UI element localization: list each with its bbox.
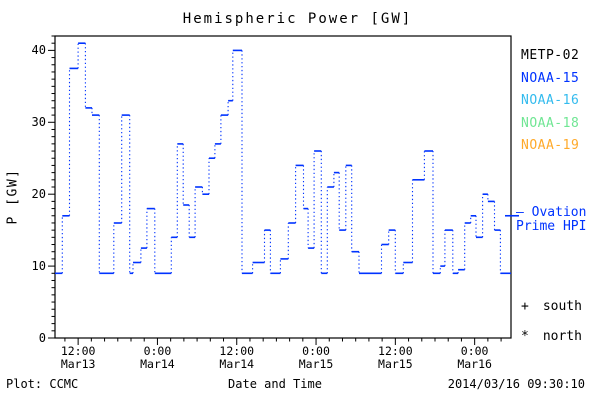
page-title: Hemispheric Power [GW]	[182, 11, 413, 27]
x-tick-date: Mar15	[378, 356, 413, 371]
plus-marker-icon: +	[521, 299, 529, 314]
y-tick-label: 0	[38, 331, 46, 345]
x-axis-label: Date and Time	[228, 377, 322, 391]
x-tick-time: 12:00	[378, 344, 413, 358]
legend-item-metp02: METP-02	[521, 48, 580, 63]
x-tick-time: 0:00	[302, 344, 330, 358]
marker-label: south	[542, 299, 582, 314]
y-tick-label: 20	[31, 187, 46, 202]
x-tick-label: 12:00 Mar13	[43, 345, 113, 370]
x-tick-time: 0:00	[460, 344, 489, 358]
x-tick-label: 12:00 Mar14	[202, 345, 272, 370]
x-tick-date: Mar14	[219, 356, 255, 371]
x-tick-label: 0:00 Mar15	[281, 345, 351, 370]
legend-item-noaa15: NOAA-15	[521, 71, 580, 86]
x-tick-date: Mar14	[140, 356, 175, 371]
x-tick-date: Mar13	[60, 356, 96, 371]
x-tick-label: 0:00 Mar14	[122, 345, 192, 370]
x-tick-time: 0:00	[143, 344, 172, 358]
asterisk-marker-icon: *	[521, 329, 529, 344]
x-tick-label: 12:00 Mar15	[360, 345, 430, 370]
legend-marker-north: * north	[521, 329, 582, 344]
plot-source-label: Plot: CCMC	[6, 377, 79, 391]
legend-item-noaa18: NOAA-18	[521, 116, 580, 131]
x-tick-date: Mar15	[298, 356, 334, 371]
y-tick-label: 40	[31, 43, 46, 58]
legend-ovation-prime-hpi: – Ovation Prime HPI	[516, 206, 586, 233]
x-tick-time: 12:00	[219, 344, 255, 358]
marker-label: north	[542, 329, 582, 344]
legend-item-noaa16: NOAA-16	[521, 93, 580, 108]
x-tick-label: 0:00 Mar16	[440, 345, 510, 370]
plot-timestamp: 2014/03/16 09:30:10	[447, 377, 585, 391]
legend-item-noaa19: NOAA-19	[521, 138, 580, 153]
ovation-line2: Prime HPI	[516, 218, 587, 234]
y-tick-label: 10	[31, 259, 46, 274]
ovation-line1: – Ovation	[516, 205, 587, 220]
x-tick-time: 12:00	[60, 344, 96, 358]
x-tick-date: Mar16	[457, 356, 492, 371]
y-tick-label: 30	[31, 115, 46, 130]
legend-marker-south: + south	[521, 299, 582, 314]
